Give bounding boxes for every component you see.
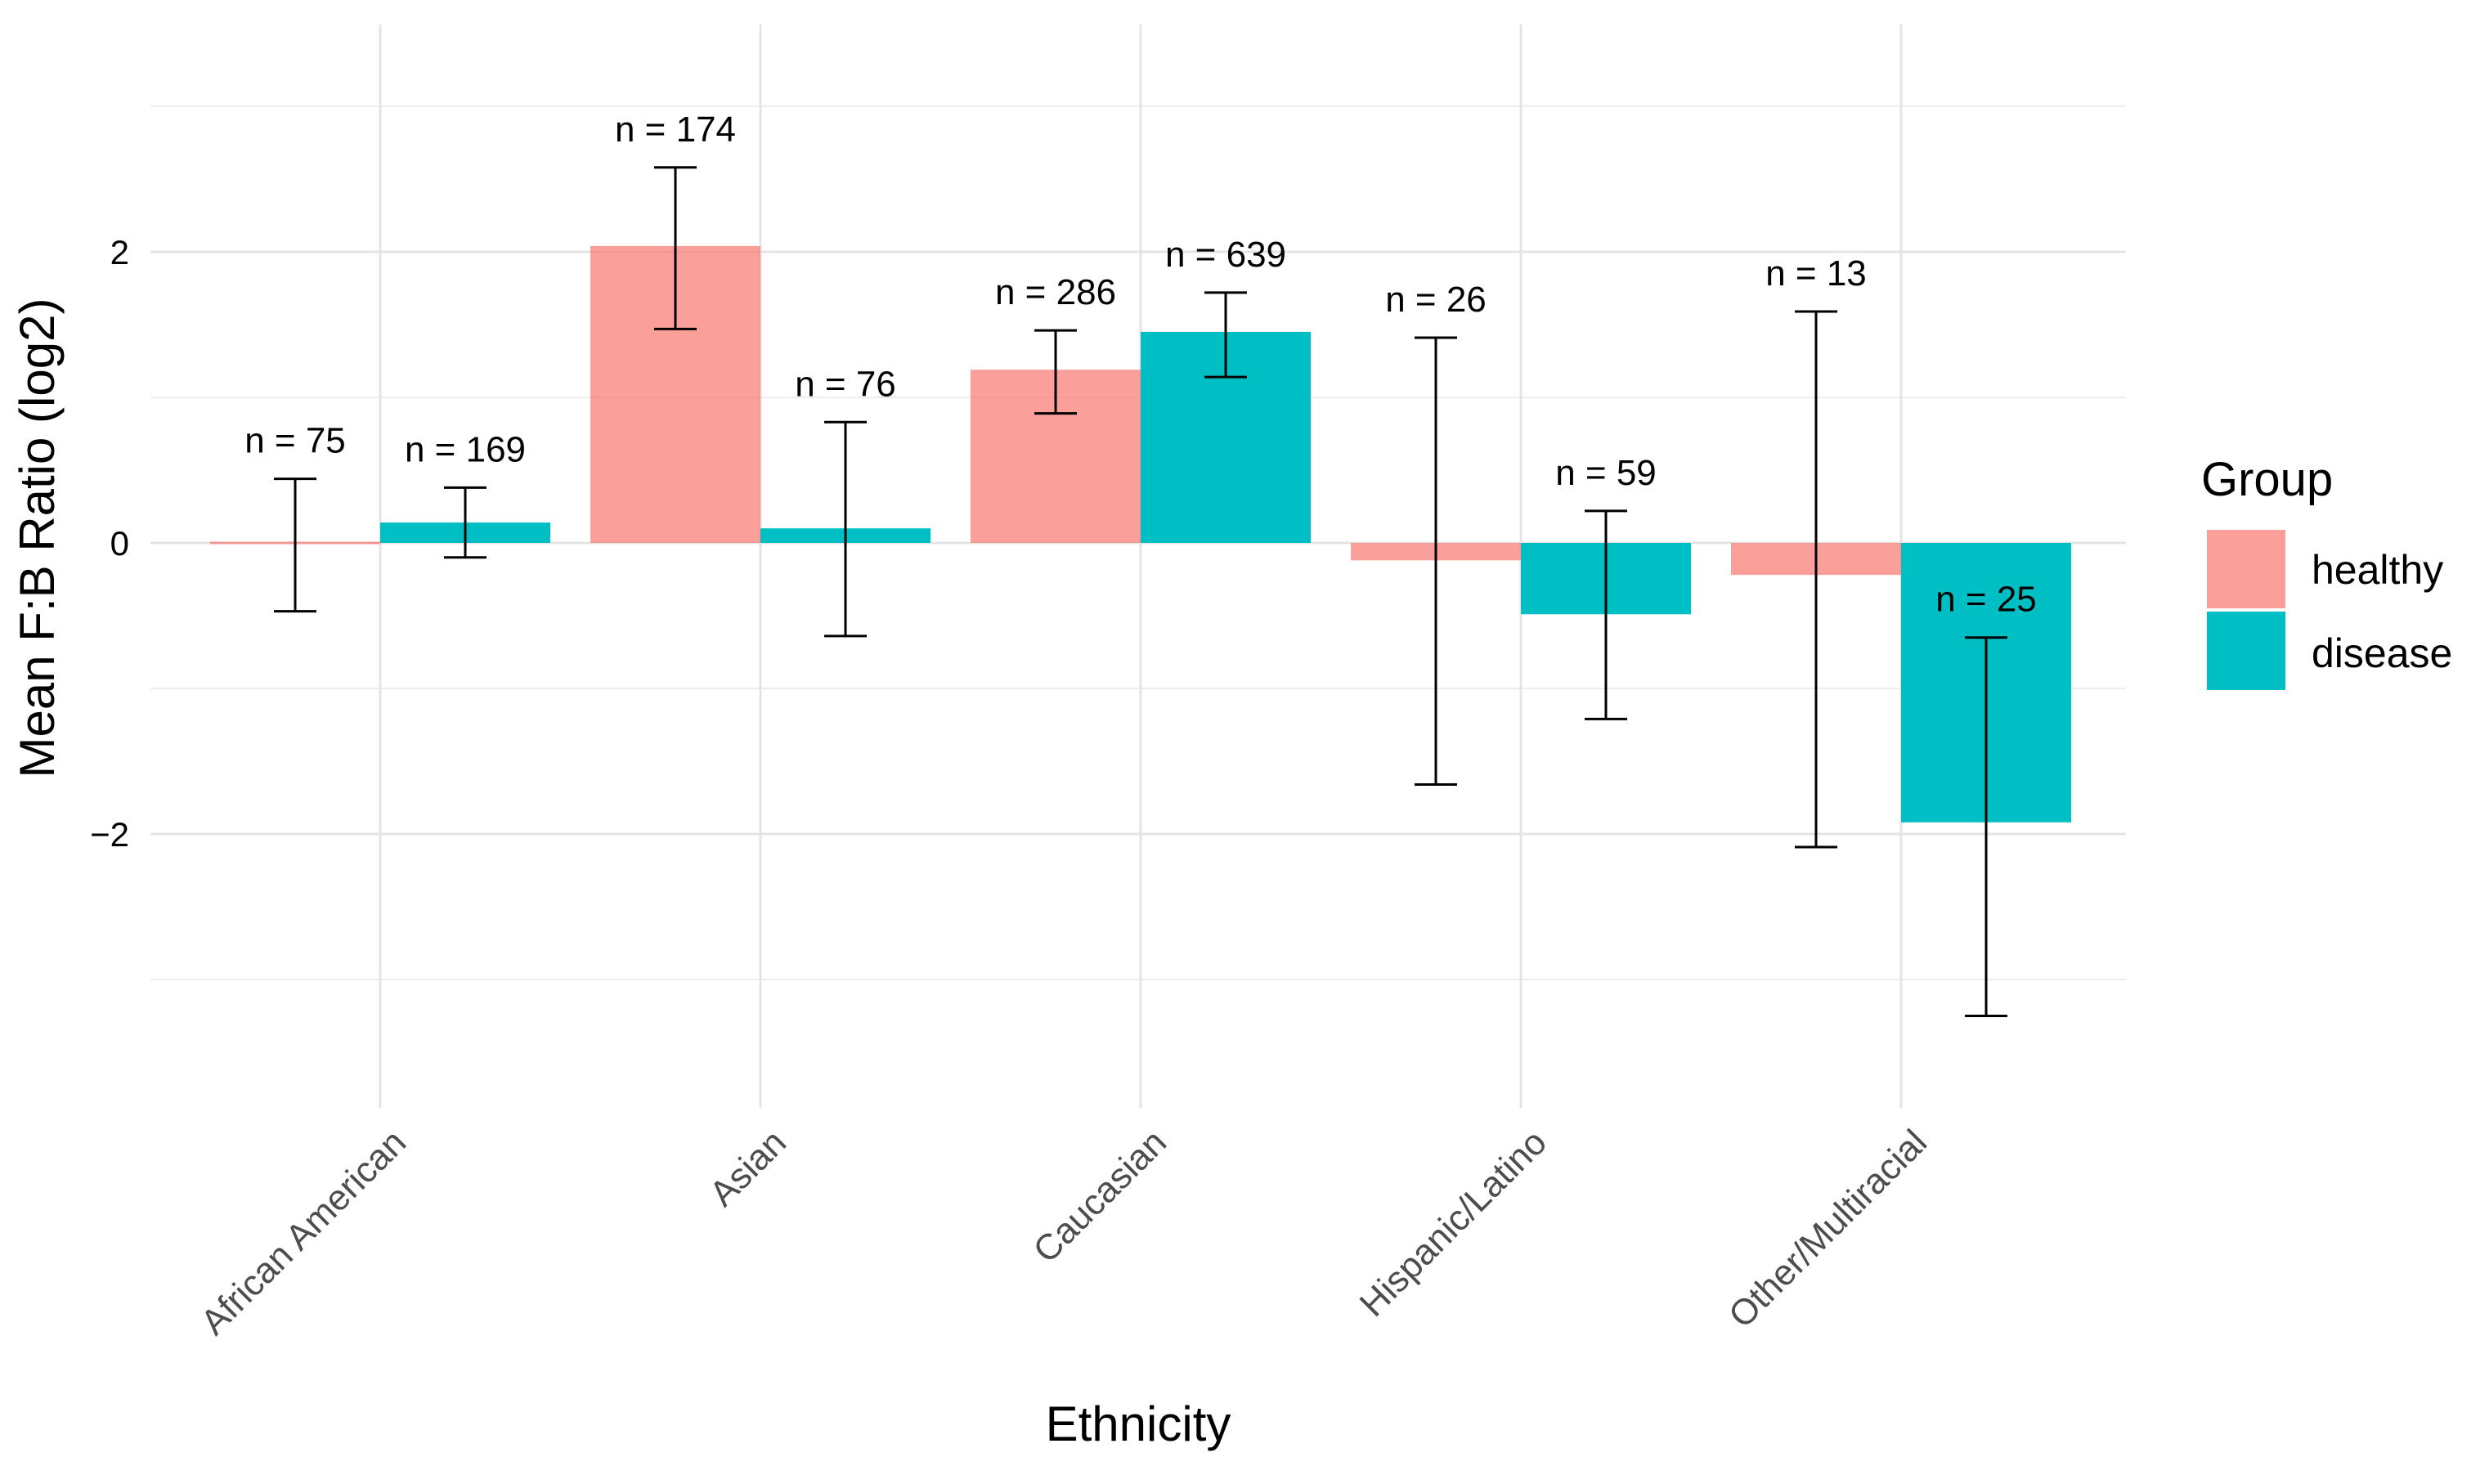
error-bar-disease-3 <box>1585 509 1627 720</box>
n-label-disease-2: n = 639 <box>1165 235 1286 275</box>
error-bar-healthy-0 <box>274 477 316 613</box>
n-label-healthy-0: n = 75 <box>244 421 346 461</box>
x-tick-label-0: African American <box>193 1122 414 1343</box>
error-bar-disease-0 <box>444 486 487 559</box>
n-label-disease-3: n = 59 <box>1555 453 1657 493</box>
x-axis-title: Ethnicity <box>1046 1397 1231 1451</box>
legend-label-disease: disease <box>2312 630 2452 676</box>
error-bars <box>274 166 2007 1017</box>
legend-label-healthy: healthy <box>2312 547 2443 593</box>
legend: Group healthy disease <box>2201 453 2452 690</box>
y-tick-label: 0 <box>110 524 129 563</box>
x-tick-label-1: Asian <box>702 1122 794 1213</box>
error-bar-healthy-4 <box>1795 310 1837 849</box>
legend-title: Group <box>2201 453 2333 506</box>
n-label-disease-1: n = 76 <box>795 364 896 404</box>
n-label-healthy-1: n = 174 <box>615 110 736 150</box>
n-label-healthy-3: n = 26 <box>1385 280 1487 320</box>
x-axis-ticks: African American Asian Caucasian Hispanic/L… <box>193 1122 1935 1343</box>
n-label-disease-0: n = 169 <box>405 429 526 469</box>
n-label-healthy-4: n = 13 <box>1765 253 1867 294</box>
n-labels: n = 75 n = 174 n = 286 n = 26 n = 13 n = 169 n… <box>244 110 2037 620</box>
x-tick-label-2: Caucasian <box>1025 1122 1174 1271</box>
y-tick-label: 2 <box>110 233 129 271</box>
x-tick-label-4: Other/Multiracial <box>1721 1122 1935 1335</box>
n-label-healthy-2: n = 286 <box>995 272 1116 312</box>
n-label-disease-4: n = 25 <box>1935 580 2037 620</box>
error-bar-healthy-2 <box>1034 329 1077 415</box>
legend-key-disease <box>2207 612 2285 690</box>
y-axis-title: Mean F:B Ratio (log2) <box>10 298 65 778</box>
error-bar-healthy-1 <box>654 166 697 330</box>
x-tick-label-3: Hispanic/Latino <box>1352 1122 1554 1324</box>
error-bar-healthy-3 <box>1415 336 1457 786</box>
legend-key-healthy <box>2207 530 2285 608</box>
error-bar-disease-4 <box>1965 636 2007 1017</box>
y-tick-label: −2 <box>90 815 129 854</box>
error-bar-disease-2 <box>1204 291 1247 379</box>
y-axis-ticks: −2 0 2 <box>90 233 129 854</box>
error-bar-disease-1 <box>824 420 867 638</box>
